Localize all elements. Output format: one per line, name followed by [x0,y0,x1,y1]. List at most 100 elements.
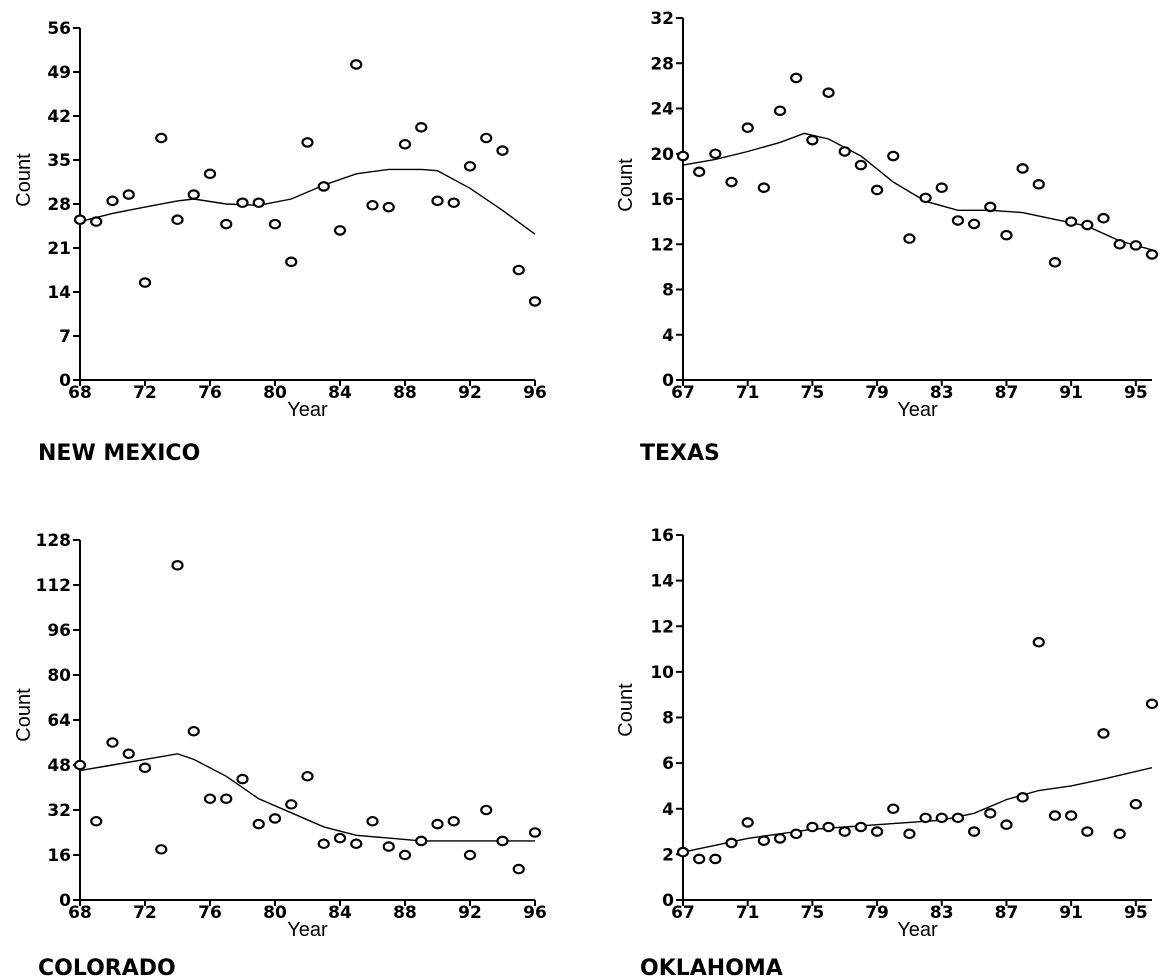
x-tick-label: 87 [995,903,1019,923]
data-point [155,132,168,144]
data-point [512,264,525,276]
x-tick-label: 67 [671,903,695,923]
y-axis-label: Count [615,158,637,212]
data-point [870,184,884,196]
data-point [806,821,819,833]
data-point [854,821,867,833]
data-point [138,277,152,288]
data-point [790,828,803,840]
data-point [1048,257,1062,268]
data-point [1016,163,1029,174]
data-point [741,122,754,134]
x-tick-label: 75 [801,383,825,403]
data-point [1129,240,1142,251]
data-point [1000,229,1013,241]
data-point [709,148,722,160]
data-point [252,197,265,209]
data-point [333,225,347,236]
x-tick-label: 80 [263,383,287,403]
data-point [1145,249,1159,260]
x-tick-label: 92 [458,903,482,923]
data-point [757,835,770,846]
data-point [984,201,997,213]
data-point [398,849,412,861]
x-tick-label: 92 [458,383,482,403]
y-tick-label: 21 [47,239,71,259]
data-point [887,150,900,162]
data-point [447,197,460,209]
data-point [398,138,412,150]
data-point [838,146,851,157]
y-tick-label: 28 [650,54,674,74]
data-point [968,218,981,230]
data-point [317,838,330,850]
data-point [903,828,916,840]
trend-line [682,767,1153,853]
data-point [317,181,330,192]
data-point [382,841,395,852]
x-axis-label: Year [287,399,328,421]
y-tick-label: 32 [47,801,71,821]
x-tick-label: 83 [930,903,954,923]
data-point [1032,636,1045,648]
data-point [350,838,363,850]
data-point [480,132,493,144]
data-point [187,189,200,200]
data-point [528,827,542,838]
data-point [512,863,525,875]
y-tick-label: 35 [47,151,71,171]
data-point [806,134,819,146]
y-tick-label: 96 [47,621,71,641]
data-point [285,256,298,268]
panel-title: NEW MEXICO [38,441,200,466]
data-point [203,168,217,180]
data-point [984,808,997,819]
data-point [838,826,851,837]
x-tick-label: 96 [523,903,547,923]
data-point [822,821,835,833]
panel-3: 0 2 4 6 8 10 12 14 16 67 71 75 79 83 87 91 95 Year Count OK… [615,526,1159,979]
x-tick-label: 68 [68,903,92,923]
data-point [919,812,932,824]
data-point [1097,212,1110,224]
x-tick-label: 84 [328,903,352,923]
data-point [155,844,168,855]
data-point [187,725,200,737]
data-point [447,815,460,827]
panel-0: 0 7 14 21 28 35 42 49 56 68 72 76 80 84 88 92 96 Year Coun… [13,19,547,466]
data-point [693,853,706,865]
x-axis-label: Year [897,919,938,941]
data-point [496,145,509,156]
y-axis-label: Count [615,683,637,737]
x-tick-label: 67 [671,383,695,403]
data-point [496,835,509,847]
data-point [73,214,87,226]
trend-line [682,132,1153,251]
data-point [480,804,493,816]
y-axis-label: Count [13,688,35,742]
y-tick-label: 16 [650,190,674,210]
x-tick-label: 84 [328,383,352,403]
y-tick-label: 56 [47,19,71,39]
y-tick-label: 4 [662,326,674,346]
data-point [968,826,981,837]
y-tick-label: 6 [662,754,674,774]
data-point [122,748,135,760]
data-point [870,826,884,837]
data-point [528,296,542,307]
x-tick-label: 88 [393,383,417,403]
data-point [757,182,770,193]
x-tick-label: 76 [198,383,222,403]
data-point [1113,828,1126,840]
y-tick-label: 112 [36,576,72,596]
data-point [935,182,948,193]
data-point [463,160,477,172]
data-point [1032,178,1045,190]
data-point [171,214,184,226]
y-tick-label: 20 [650,145,674,165]
data-point [822,87,835,98]
data-point [431,195,444,207]
y-tick-label: 10 [650,663,674,683]
y-tick-label: 0 [59,371,71,391]
